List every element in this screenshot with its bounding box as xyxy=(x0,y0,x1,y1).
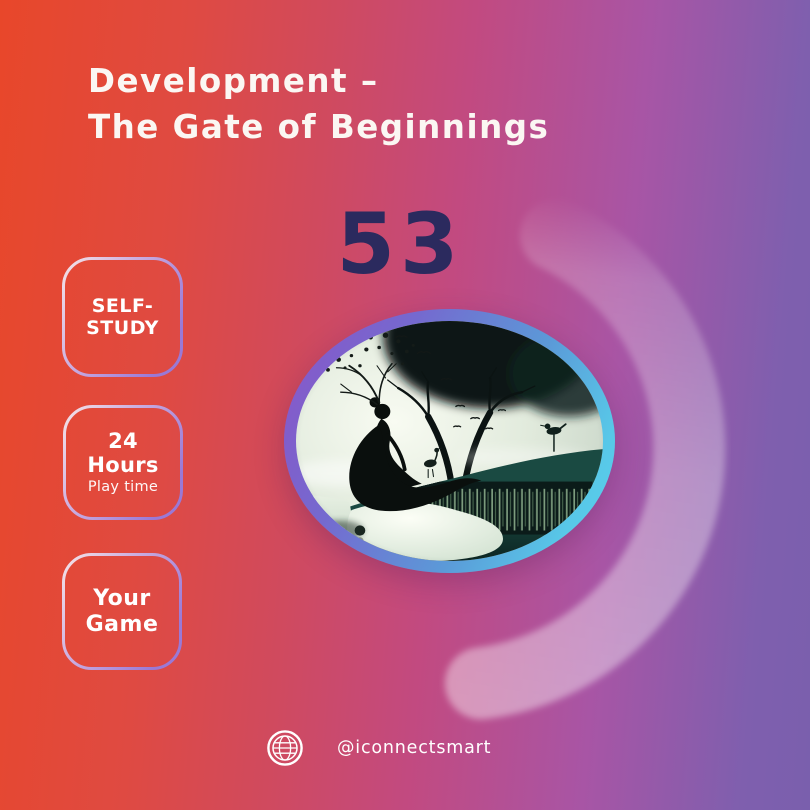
badge-border xyxy=(63,405,183,520)
page-title: Development – The Gate of Beginnings xyxy=(88,58,549,150)
social-handle: @iconnectsmart xyxy=(337,738,492,758)
badge-border xyxy=(62,553,182,670)
artwork-illustration xyxy=(296,321,603,561)
badge-self-study: SELF- STUDY xyxy=(62,257,183,377)
title-line-2: The Gate of Beginnings xyxy=(88,108,550,147)
badge-your-game-line2: Game xyxy=(85,611,159,637)
badge-your-game-line1: Your xyxy=(93,585,151,611)
badge-hours-value: 24 xyxy=(108,428,138,453)
badge-hours-unit: Hours xyxy=(87,453,159,478)
card-number: 53 xyxy=(336,195,464,293)
badge-self-study-line2: STUDY xyxy=(86,317,159,339)
globe-icon xyxy=(267,730,303,766)
badge-hours-caption: Play time xyxy=(87,479,159,496)
title-line-1: Development – xyxy=(88,62,379,100)
badge-play-time: 24 Hours Play time xyxy=(63,405,183,520)
artwork-oval-frame xyxy=(284,309,615,573)
footer: @iconnectsmart xyxy=(266,729,491,767)
badge-your-game: Your Game xyxy=(62,553,182,670)
badge-self-study-line1: SELF- xyxy=(91,294,154,317)
badge-border xyxy=(62,257,183,377)
